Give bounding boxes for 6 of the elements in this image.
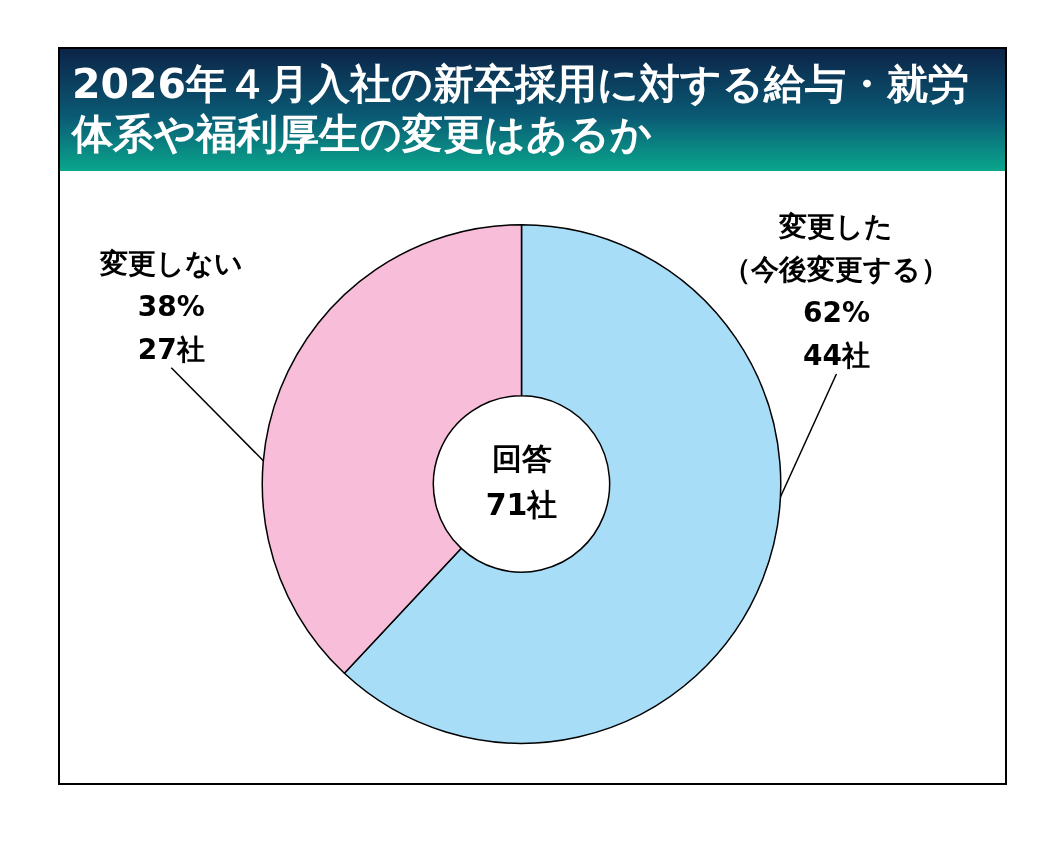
- slice-label: 変更した（今後変更する）: [723, 210, 950, 287]
- chart-title: 2026年４月入社の新卒採用に対する給与・就労体系や福利厚生の変更はあるか: [60, 49, 1005, 171]
- data-label: 62% 44社: [802, 296, 870, 373]
- slice-label: 変更しない: [98, 246, 243, 280]
- data-label: 38% 27社: [137, 289, 205, 366]
- text: 回答 71社: [485, 440, 558, 522]
